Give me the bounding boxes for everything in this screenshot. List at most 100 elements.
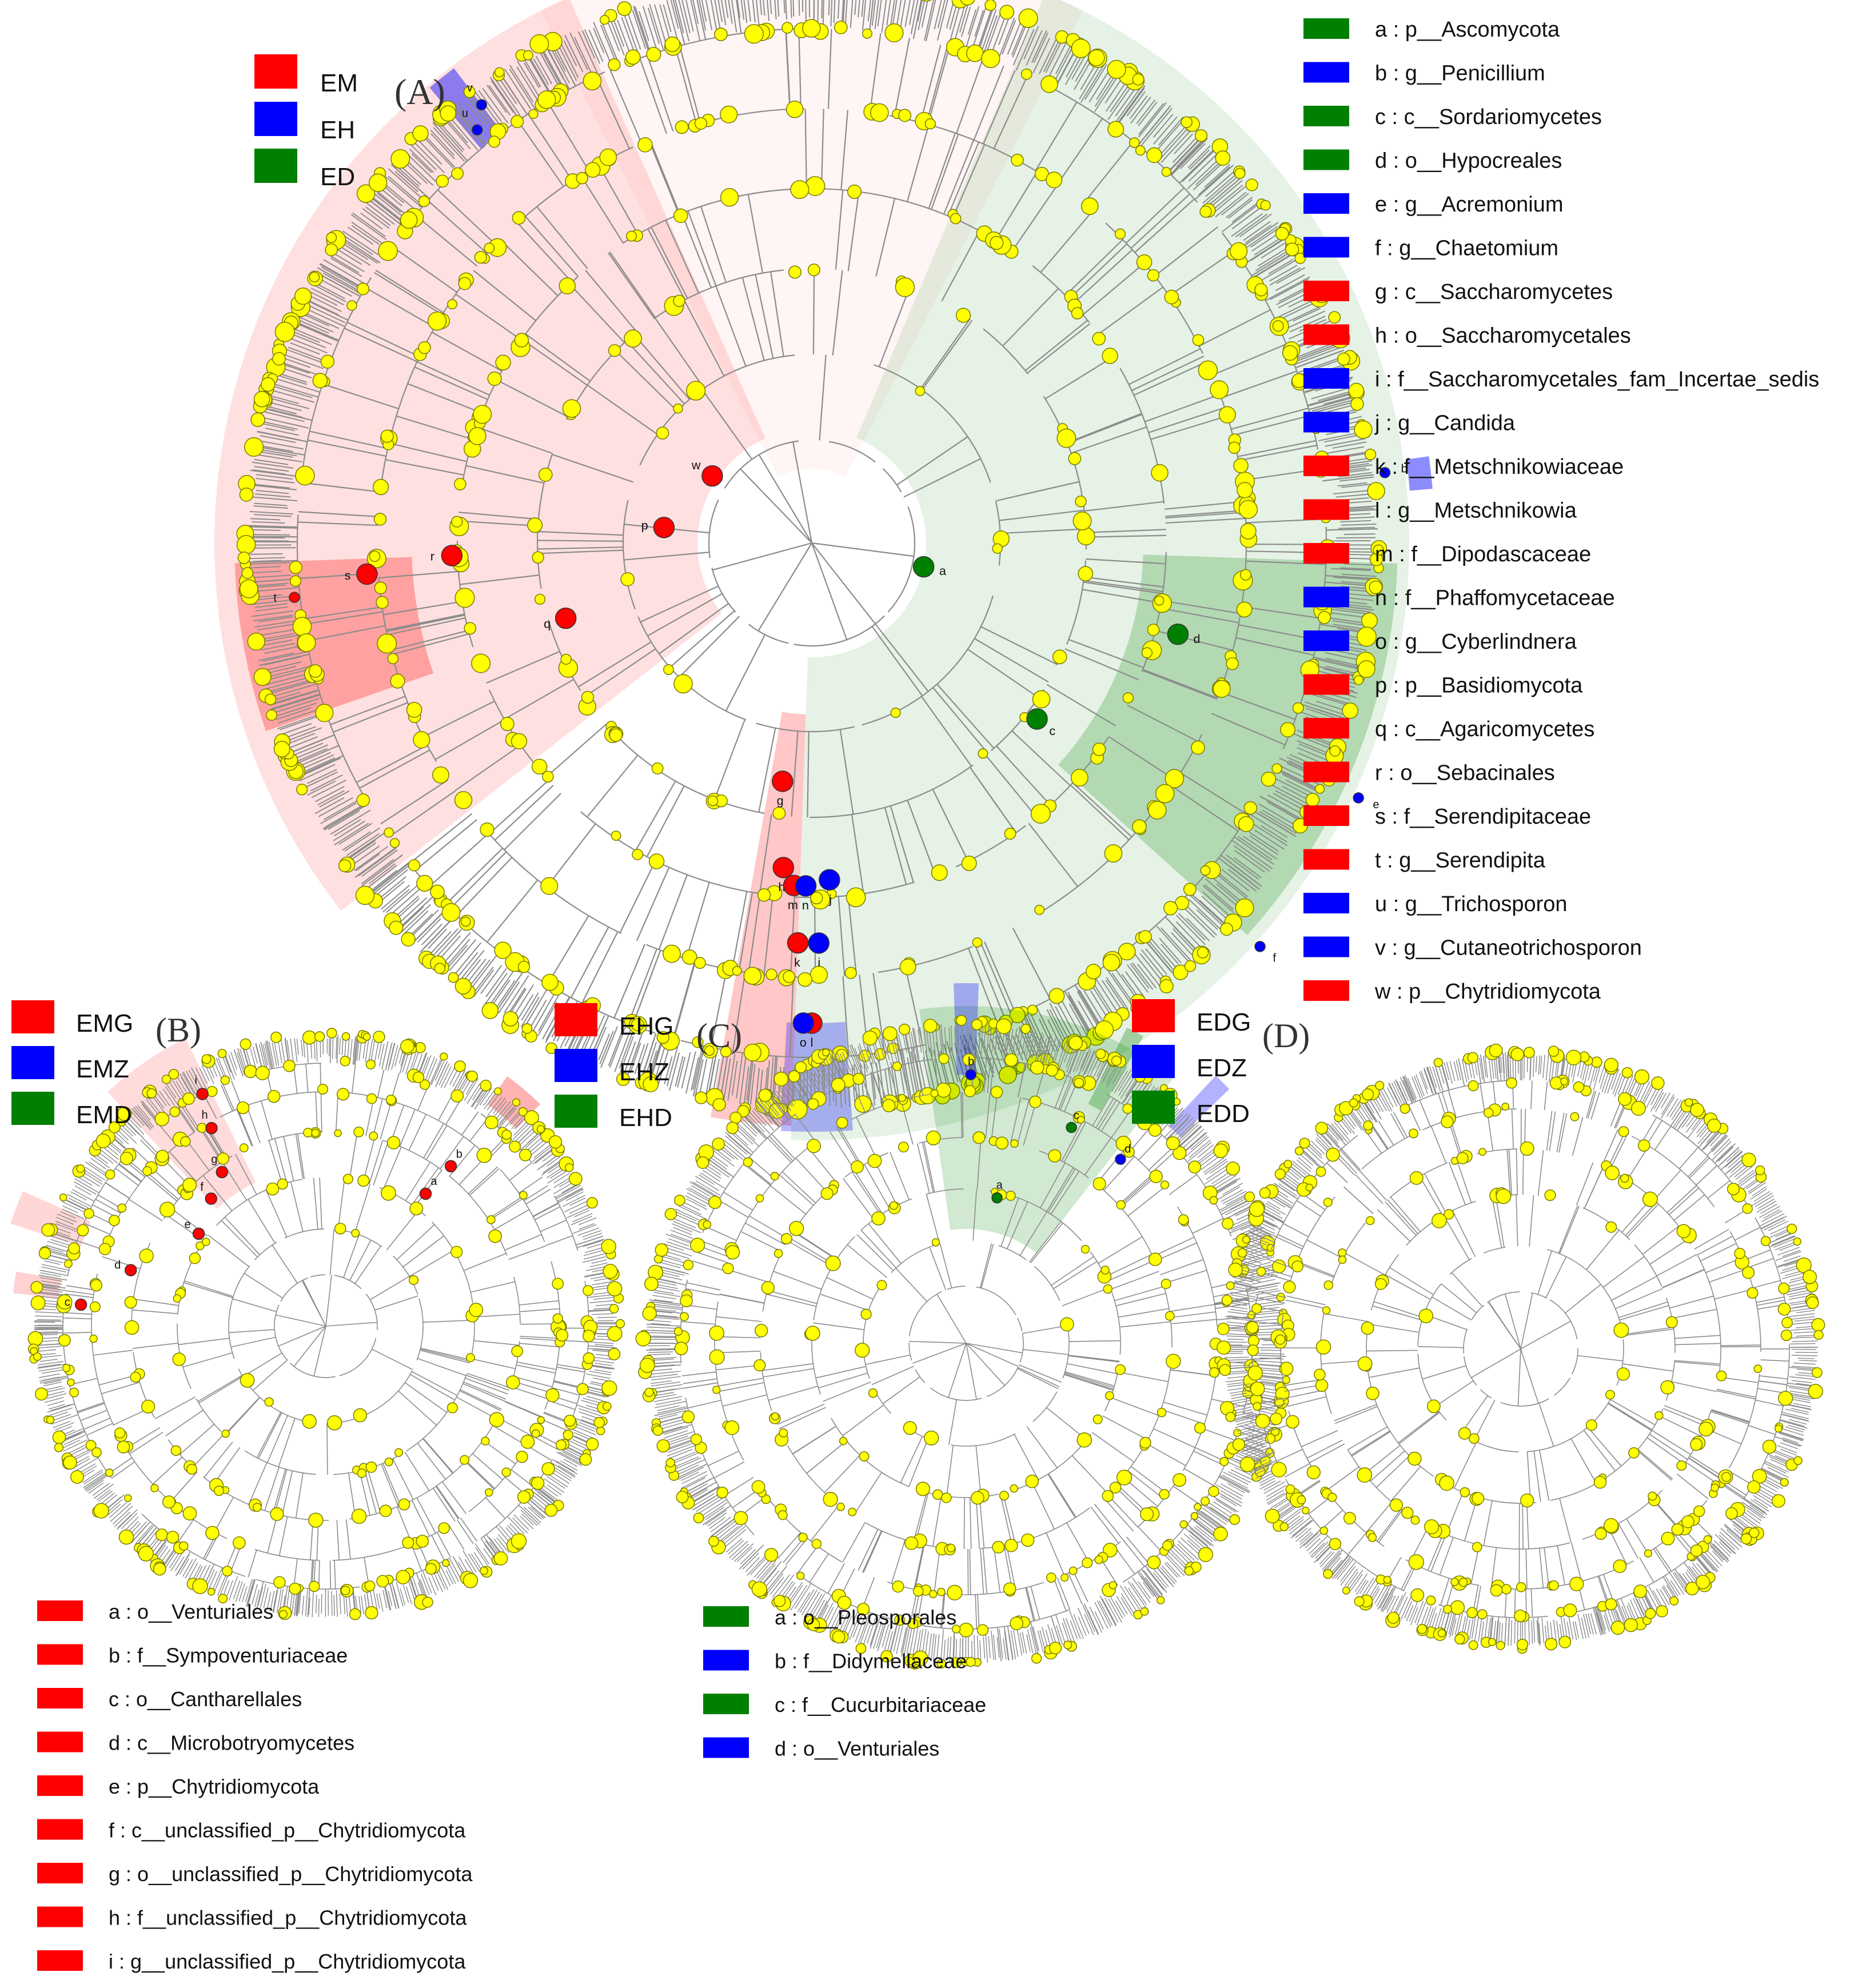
biomarker-u-label: u [462,107,468,119]
tree-node [1173,964,1189,980]
tree-node [488,1229,502,1243]
tree-node [832,1630,846,1644]
tree-node [576,1383,589,1395]
tree-node [1048,1149,1062,1163]
tree-node [1271,1462,1287,1478]
tree-node [607,1281,623,1297]
legend-entry-h: h : o__Saccharomycetales [1375,324,1631,348]
tree-node [1774,1424,1783,1433]
tree-node [555,1439,567,1451]
tree-node [1251,1303,1262,1314]
tree-node [899,959,916,976]
legend-swatch-a [703,1606,749,1627]
biomarker-q [555,607,577,629]
tree-node [1740,1533,1752,1544]
tree-node [390,673,405,689]
tree-node [390,149,410,169]
tree-node [992,1540,1005,1554]
tree-node [637,137,653,153]
tree-node [409,1201,424,1216]
tree-node [1594,1527,1607,1540]
tree-node [1656,1605,1668,1618]
tree-node [1162,1540,1173,1551]
tree-node [170,1445,182,1456]
legend-entry-c: c : f__Cucurbitariaceae [775,1693,986,1716]
tree-node [1618,1092,1632,1106]
tree-node [1129,137,1140,148]
tree-node [1219,1364,1231,1376]
legend-entry-e: e : g__Acremonium [1375,193,1564,217]
tree-node [67,1242,80,1255]
tree-node [732,966,742,976]
tree-node [1294,253,1306,264]
tree-node [780,1233,792,1245]
tree-node [273,741,290,758]
tree-node [1076,527,1095,546]
tree-node [387,653,399,665]
tree-node [1365,1216,1375,1225]
tree-node [1443,1604,1452,1614]
tree-node [1283,1159,1293,1169]
tree-node [480,822,495,837]
tree-node [123,1494,132,1502]
tree-node [1192,334,1205,346]
tree-node [839,1436,848,1446]
tree-node [890,707,901,718]
tree-node [153,1562,166,1576]
tree-node [1191,740,1205,755]
tree-node [1059,1317,1074,1332]
tree-node [386,1094,396,1105]
tree-node [822,1048,830,1057]
root-spokes [909,1294,1023,1400]
tree-node [1254,283,1268,297]
tree-node [469,1303,484,1318]
tree-node [1620,1173,1629,1183]
tree-node [1213,680,1231,698]
tree-node [1068,1566,1078,1575]
legend-entry-a: a : o__Pleosporales [775,1606,956,1629]
legend-swatch-l [1303,499,1349,520]
tree-node [518,1107,528,1116]
legend-swatch-o [1303,630,1349,651]
tree-node [1265,1508,1280,1524]
tree-node [664,36,680,53]
tree-node [442,1559,450,1567]
tree-node [1548,1045,1560,1057]
tree-node [1060,1573,1069,1582]
tree-node [1460,1487,1470,1498]
tree-node [1247,1365,1263,1381]
tree-node [440,105,457,122]
tree-node [720,1045,732,1057]
group-label-edg: EDG [1197,1008,1251,1036]
tree-node [1510,1047,1525,1061]
tree-node [422,1596,433,1608]
tree-node [714,27,728,41]
tree-node [264,1397,274,1407]
group-swatch-emg [11,1000,54,1033]
tree-node [460,1455,470,1465]
tree-node [1544,1189,1556,1201]
tree-node [541,973,559,991]
tree-node [528,109,539,119]
tree-node [1781,1317,1793,1328]
tree-node [1306,1465,1321,1480]
tree-node [921,0,932,2]
tree-node [1279,1522,1289,1531]
tree-node [481,1002,499,1019]
tree-node [1628,1447,1640,1459]
tree-node [1802,1270,1817,1284]
biomarker-b [1379,467,1391,478]
tree-node [278,1610,288,1619]
tree-node [1282,345,1298,361]
tree-node [1243,801,1258,815]
tree-node [1651,1076,1665,1090]
tree-node [76,1164,85,1173]
tree-node [67,1378,75,1387]
tree-node [1357,660,1375,678]
tree-node [1238,816,1254,832]
tree-node [559,277,576,294]
tree-node [600,15,610,25]
biomarker-m-label: m [788,897,798,912]
tree-node [108,1215,120,1227]
tree-node [150,1484,159,1492]
